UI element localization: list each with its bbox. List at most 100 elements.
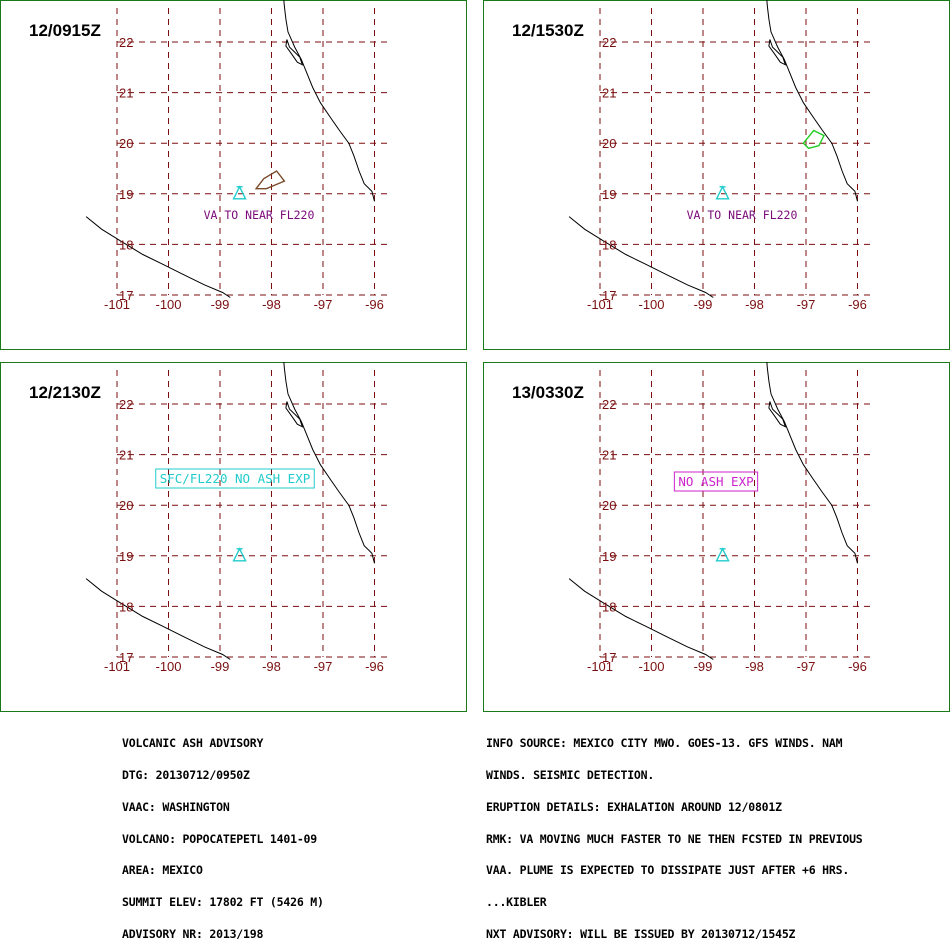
latitude-tick-label: 21 [602, 86, 616, 101]
ash-forecast-label-box [155, 468, 315, 489]
latitude-tick-label: 17 [119, 288, 133, 303]
volcano-icon [232, 547, 247, 562]
volcano-icon [232, 185, 247, 200]
coastline-pacific [568, 578, 714, 660]
panel-frame [0, 0, 467, 350]
longitude-tick-label: -97 [314, 659, 333, 674]
latitude-tick-label: 20 [602, 136, 616, 151]
advisory-line: ...KIBLER [486, 895, 547, 910]
coastline-lagoon [768, 401, 787, 428]
latitude-tick-label: 20 [119, 136, 133, 151]
ash-cloud-polygon [254, 170, 286, 190]
advisory-line: INFO SOURCE: MEXICO CITY MWO. GOES-13. G… [486, 736, 843, 751]
latitude-tick-label: 18 [119, 237, 133, 252]
panel-frame [0, 362, 467, 712]
latitude-tick-label: 22 [119, 397, 133, 412]
longitude-tick-label: -96 [365, 659, 384, 674]
longitude-tick-label: -98 [745, 297, 764, 312]
ash-cloud-polygon [802, 129, 825, 150]
longitude-tick-label: -101 [587, 297, 613, 312]
latitude-tick-label: 21 [602, 448, 616, 463]
longitude-tick-label: -101 [104, 297, 130, 312]
latitude-tick-label: 19 [602, 549, 616, 564]
advisory-line: VAA. PLUME IS EXPECTED TO DISSIPATE JUST… [486, 863, 850, 878]
advisory-line: VOLCANIC ASH ADVISORY [122, 736, 264, 751]
volcano-triangle [715, 547, 730, 562]
advisory-summary: VOLCANIC ASH ADVISORY DTG: 20130712/0950… [122, 717, 324, 950]
longitude-tick-label: -99 [694, 297, 713, 312]
latitude-tick-label: 22 [602, 35, 616, 50]
advisory-line: SUMMIT ELEV: 17802 FT (5426 M) [122, 895, 324, 910]
ash-forecast-label: SFC/FL220 NO ASH EXP [160, 471, 311, 486]
map-panel-4: -101 -100 -99 -98 -97 -96 17 18 19 20 21 22 13/0330Z… [483, 362, 950, 712]
coastline-pacific [85, 216, 231, 298]
latitude-tick-label: 19 [119, 549, 133, 564]
latitude-tick-label: 20 [602, 498, 616, 513]
latitude-tick-label: 17 [602, 288, 616, 303]
ash-forecast-label: NO ASH EXP [678, 474, 753, 489]
advisory-line: RMK: VA MOVING MUCH FASTER TO NE THEN FC… [486, 831, 863, 846]
latitude-tick-label: 18 [602, 237, 616, 252]
longitude-tick-label: -99 [211, 659, 230, 674]
advisory-line: VAAC: WASHINGTON [122, 799, 230, 814]
latitude-tick-label: 19 [119, 187, 133, 202]
coastline-lagoon [285, 401, 304, 428]
ash-forecast-label: VA TO NEAR FL220 [687, 208, 798, 222]
coastline-gulf [766, 0, 858, 202]
latitude-tick-label: 22 [602, 397, 616, 412]
advisory-line: DTG: 20130712/0950Z [122, 767, 250, 782]
latitude-tick-label: 22 [119, 35, 133, 50]
volcano-triangle [715, 185, 730, 200]
ash-forecast-label-box [673, 471, 759, 492]
latitude-tick-label: 18 [602, 599, 616, 614]
advisory-line: WINDS. SEISMIC DETECTION. [486, 767, 655, 782]
longitude-tick-label: -98 [745, 659, 764, 674]
longitude-tick-label: -98 [262, 659, 281, 674]
longitude-tick-label: -96 [848, 659, 867, 674]
coastline-pacific [568, 216, 714, 298]
longitude-tick-label: -96 [365, 297, 384, 312]
coastline-gulf [283, 362, 375, 564]
longitude-tick-label: -100 [155, 297, 181, 312]
latitude-tick-label: 17 [119, 650, 133, 665]
longitude-tick-label: -100 [638, 297, 664, 312]
panel-frame [483, 362, 950, 712]
map-panel-1: -101 -100 -99 -98 -97 -96 17 18 19 20 21 22 12/0915Z… [0, 0, 467, 350]
advisory-line: VOLCANO: POPOCATEPETL 1401-09 [122, 831, 317, 846]
longitude-tick-label: -97 [797, 659, 816, 674]
coastline-lagoon [768, 39, 787, 66]
volcano-triangle [232, 185, 247, 200]
map-panel-3: -101 -100 -99 -98 -97 -96 17 18 19 20 21 22 12/2130Z… [0, 362, 467, 712]
longitude-tick-label: -98 [262, 297, 281, 312]
longitude-tick-label: -101 [104, 659, 130, 674]
panel-time-label: 12/2130Z [29, 383, 101, 402]
latitude-tick-label: 21 [119, 448, 133, 463]
coastline-pacific [85, 578, 231, 660]
coastline-gulf [766, 362, 858, 564]
panel-frame [483, 0, 950, 350]
volcano-triangle [232, 547, 247, 562]
latitude-tick-label: 18 [119, 599, 133, 614]
latitude-tick-label: 19 [602, 187, 616, 202]
longitude-tick-label: -97 [797, 297, 816, 312]
longitude-tick-label: -97 [314, 297, 333, 312]
latitude-tick-label: 17 [602, 650, 616, 665]
coastline-gulf [283, 0, 375, 202]
panel-time-label: 13/0330Z [512, 383, 584, 402]
longitude-tick-label: -96 [848, 297, 867, 312]
advisory-line: AREA: MEXICO [122, 863, 203, 878]
longitude-tick-label: -99 [211, 297, 230, 312]
panel-time-label: 12/1530Z [512, 21, 584, 40]
longitude-tick-label: -101 [587, 659, 613, 674]
longitude-tick-label: -100 [155, 659, 181, 674]
advisory-line: NXT ADVISORY: WILL BE ISSUED BY 20130712… [486, 926, 796, 941]
advisory-line: ADVISORY NR: 2013/198 [122, 926, 264, 941]
advisory-remarks: INFO SOURCE: MEXICO CITY MWO. GOES-13. G… [486, 717, 863, 950]
advisory-line: ERUPTION DETAILS: EXHALATION AROUND 12/0… [486, 799, 782, 814]
volcano-icon [715, 547, 730, 562]
longitude-tick-label: -100 [638, 659, 664, 674]
ash-forecast-label: VA TO NEAR FL220 [204, 208, 315, 222]
panel-time-label: 12/0915Z [29, 21, 101, 40]
map-panel-2: -101 -100 -99 -98 -97 -96 17 18 19 20 21 22 12/1530Z… [483, 0, 950, 350]
longitude-tick-label: -99 [694, 659, 713, 674]
